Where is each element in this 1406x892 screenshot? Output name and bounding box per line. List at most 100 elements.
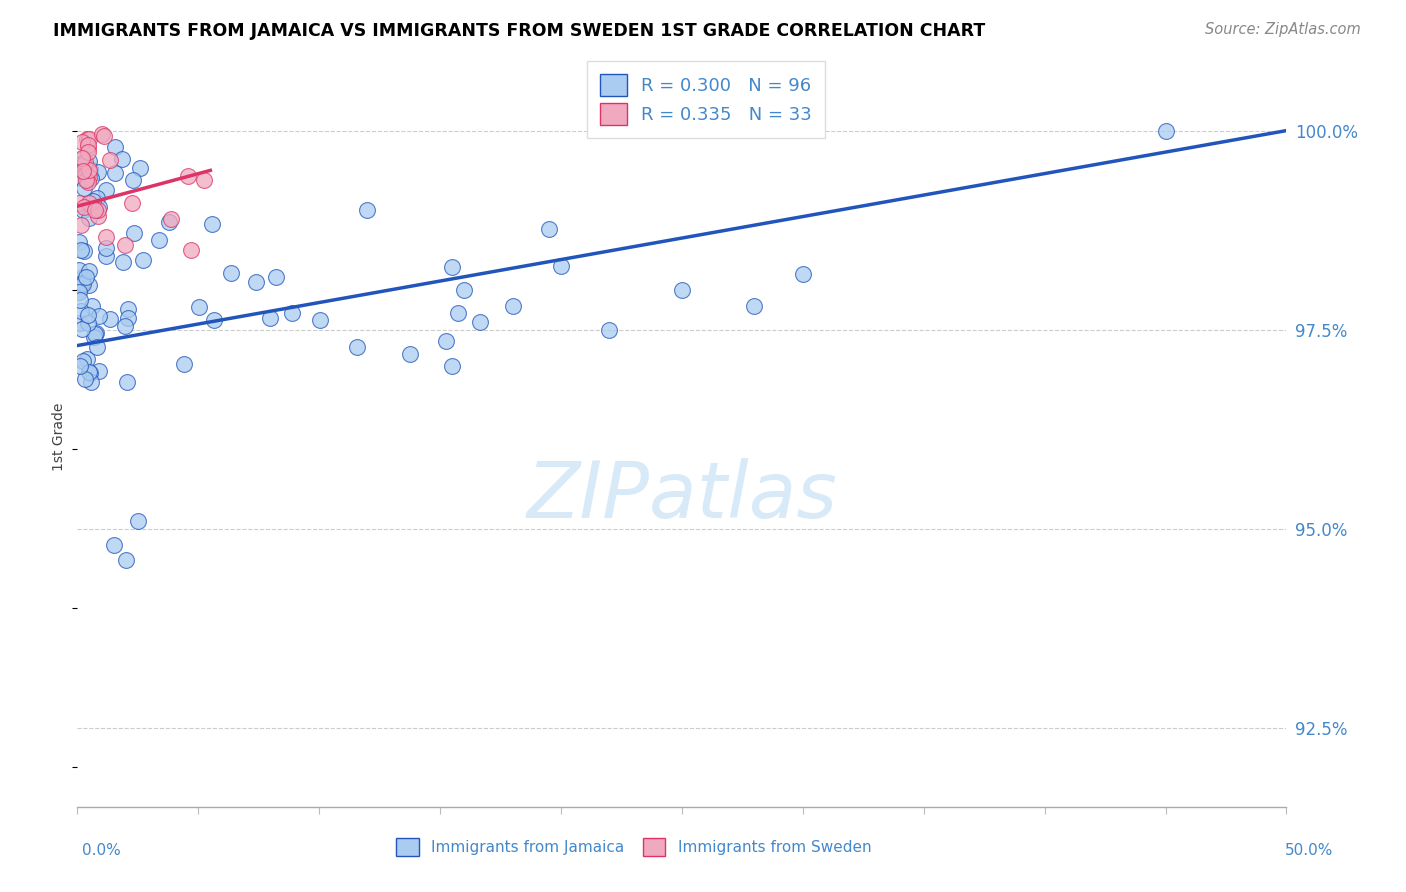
Point (72, 163, 94, 178)
Point (127, 514, 149, 528)
Point (111, 255, 134, 269)
Point (114, 553, 136, 567)
Point (87, 202, 110, 217)
Point (87, 200, 110, 214)
Point (69, 171, 91, 186)
Point (550, 259, 572, 273)
Legend: Immigrants from Jamaica, Immigrants from Sweden: Immigrants from Jamaica, Immigrants from… (389, 831, 877, 863)
Point (84, 202, 107, 217)
Point (453, 283, 475, 297)
Point (77, 196, 100, 211)
Point (538, 222, 561, 236)
Point (80, 171, 103, 186)
Point (69, 359, 91, 374)
Point (94, 249, 117, 263)
Point (434, 334, 457, 348)
Point (77, 365, 100, 379)
Point (1154, 123, 1177, 137)
Point (84, 327, 107, 342)
Point (70, 151, 93, 165)
Point (122, 226, 145, 240)
Point (77, 163, 100, 178)
Point (80, 375, 103, 389)
Point (76, 175, 98, 189)
Text: ZIPatlas: ZIPatlas (526, 458, 838, 534)
Point (67, 235, 90, 249)
Point (77, 138, 100, 153)
Point (79, 162, 101, 177)
Point (245, 275, 267, 289)
Point (82, 194, 104, 209)
Point (87, 310, 110, 324)
Point (69, 263, 91, 277)
Point (70, 135, 93, 149)
Point (76, 132, 98, 146)
Point (90, 127, 112, 141)
Point (259, 310, 281, 325)
Point (87, 209, 110, 223)
Point (502, 299, 524, 313)
Point (79, 366, 101, 380)
Point (77, 264, 100, 278)
Point (72, 270, 94, 285)
Point (67, 285, 90, 299)
Point (121, 196, 143, 211)
Point (80, 299, 103, 313)
Point (73, 181, 96, 195)
Point (76, 308, 98, 322)
Point (94, 183, 117, 197)
Y-axis label: 1st Grade: 1st Grade (52, 403, 66, 471)
Point (77, 211, 100, 225)
Point (76, 351, 98, 366)
Point (69, 293, 91, 307)
Point (399, 346, 422, 360)
Point (70, 157, 93, 171)
Point (193, 172, 215, 186)
Point (129, 161, 152, 176)
Point (121, 172, 143, 186)
Point (72, 277, 94, 291)
Point (75, 167, 97, 181)
Point (346, 340, 368, 354)
Point (73, 372, 96, 386)
Point (75, 270, 97, 285)
Point (77, 145, 100, 160)
Point (470, 315, 492, 329)
Point (86, 340, 108, 354)
Point (117, 301, 139, 316)
Point (73, 155, 96, 169)
Point (309, 312, 332, 326)
Point (281, 306, 304, 320)
Point (67, 196, 90, 211)
Text: 0.0%: 0.0% (82, 843, 121, 858)
Point (67, 282, 90, 296)
Point (264, 270, 287, 285)
Point (70, 322, 93, 336)
Point (441, 359, 464, 373)
Point (104, 140, 127, 154)
Text: 50.0%: 50.0% (1285, 843, 1333, 858)
Point (104, 165, 127, 179)
Point (79, 277, 101, 292)
Point (87, 165, 110, 179)
Point (73, 165, 96, 179)
Point (72, 354, 94, 368)
Point (93, 128, 115, 143)
Point (598, 323, 620, 337)
Point (744, 299, 766, 313)
Point (94, 230, 117, 244)
Point (70, 244, 93, 258)
Point (157, 215, 180, 229)
Point (792, 267, 814, 281)
Point (69, 153, 91, 167)
Text: Source: ZipAtlas.com: Source: ZipAtlas.com (1205, 22, 1361, 37)
Point (94, 242, 117, 256)
Point (447, 306, 470, 320)
Point (103, 537, 125, 551)
Point (180, 243, 202, 257)
Point (75, 173, 97, 187)
Point (98, 153, 121, 167)
Point (89, 364, 111, 378)
Point (77, 131, 100, 145)
Point (202, 313, 225, 327)
